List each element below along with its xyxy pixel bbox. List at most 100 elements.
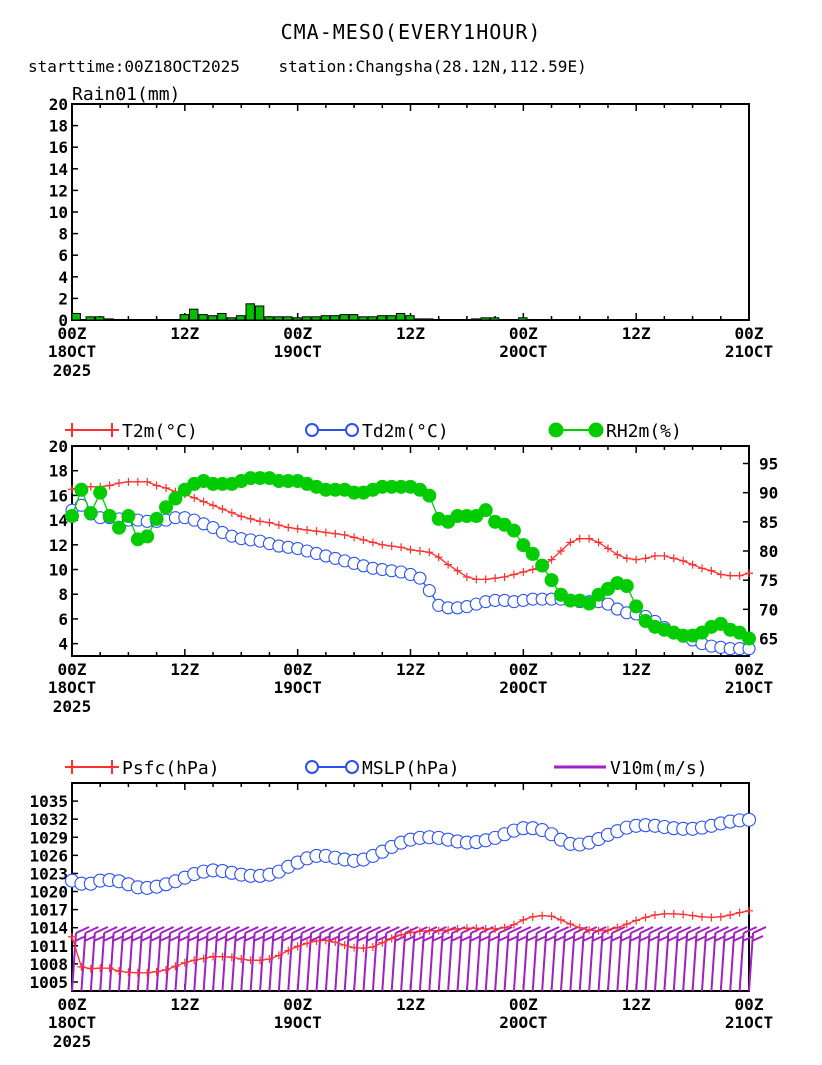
- t2m-point: [697, 564, 706, 573]
- psfc-point: [274, 951, 283, 960]
- psfc-point: [500, 923, 509, 932]
- x-tick-date: 18OCT: [48, 678, 96, 697]
- wind-barb-staff: [503, 932, 510, 992]
- t2m-point: [585, 534, 594, 543]
- wind-barb-staff: [287, 932, 294, 992]
- x-tick-date: 20OCT: [499, 678, 547, 697]
- t2m-point: [641, 554, 650, 563]
- x-tick-label: 00Z18OCT2025: [48, 995, 96, 1051]
- psfc-point: [444, 926, 453, 935]
- psfc-point: [256, 956, 265, 965]
- subtitle-start-time: starttime:00Z18OCT2025: [28, 57, 240, 76]
- psfc-point: [745, 906, 753, 915]
- wind-barb-feather: [620, 926, 635, 934]
- wind-barb-feather: [743, 926, 758, 934]
- t2m-point: [481, 575, 490, 584]
- wind-barb-feather: [244, 926, 259, 934]
- wind-barb-feather: [103, 926, 118, 934]
- wind-barb-staff: [531, 932, 538, 992]
- y2-tick-label: 90: [759, 484, 778, 503]
- x-tick-label: 12Z: [170, 324, 199, 343]
- t2m-point: [359, 535, 368, 544]
- y-tick-label: 1026: [29, 846, 68, 865]
- t2m-point: [472, 575, 481, 584]
- wind-barb-staff: [672, 932, 679, 992]
- psfc-point: [77, 962, 86, 971]
- legend-marker: [305, 423, 319, 437]
- psfc-point: [303, 939, 312, 948]
- rain-bar: [414, 318, 425, 321]
- legend-label: Td2m(°C): [362, 421, 449, 442]
- t2m-point: [284, 523, 293, 532]
- wind-barb-feather: [207, 926, 222, 934]
- psfc-point: [209, 952, 218, 961]
- legend-item: MSLP(hPa): [305, 758, 460, 779]
- rh2m-point: [159, 500, 174, 515]
- rain-bar: [273, 316, 284, 321]
- t2m-point: [669, 554, 678, 563]
- wind-barb-staff: [447, 932, 454, 992]
- psfc-point: [331, 938, 340, 947]
- x-tick-hour: 12Z: [396, 324, 425, 343]
- t2m-point: [368, 538, 377, 547]
- wind-barb-staff: [625, 932, 632, 992]
- t2m-point: [679, 556, 688, 565]
- x-tick-hour: 12Z: [622, 995, 651, 1014]
- t2m-point: [716, 570, 725, 579]
- wind-barb-staff: [99, 932, 106, 992]
- wind-barb-staff: [550, 932, 557, 992]
- x-tick-hour: 00Z: [283, 995, 312, 1014]
- wind-barb-staff: [240, 932, 247, 992]
- rh2m-point: [506, 523, 521, 538]
- y-tick-label: 1011: [29, 937, 68, 956]
- x-tick-hour: 00Z: [509, 660, 538, 679]
- psfc-point: [237, 955, 246, 964]
- y-tick-label: 10: [49, 203, 68, 222]
- t2m-point: [632, 555, 641, 564]
- wind-barb-staff: [371, 932, 378, 992]
- legend-item: Td2m(°C): [305, 421, 449, 442]
- t2m-point: [434, 553, 443, 562]
- wind-barb-feather: [751, 935, 764, 942]
- y-tick-label: 1029: [29, 828, 68, 847]
- t2m-point: [340, 530, 349, 539]
- psfc-point: [679, 910, 688, 919]
- wind-barb-staff: [653, 932, 660, 992]
- y-tick-label: 1008: [29, 955, 68, 974]
- rain-bar: [330, 315, 340, 321]
- y-tick-label: 4: [58, 635, 68, 654]
- rain-bar: [245, 303, 255, 321]
- wind-barb-feather: [696, 926, 711, 934]
- psfc-point: [538, 911, 547, 920]
- rh2m-point: [102, 509, 117, 523]
- wind-barb-feather: [630, 926, 645, 934]
- rain-bar: [489, 317, 500, 321]
- plot-frame: [71, 103, 750, 321]
- psfc-point: [509, 920, 518, 929]
- x-tick-hour: 12Z: [396, 995, 425, 1014]
- psfc-point: [528, 912, 537, 921]
- wind-barb-staff: [296, 932, 303, 992]
- wind-barb-feather: [84, 926, 99, 934]
- wind-barb-staff: [362, 932, 369, 992]
- x-tick-hour: 00Z: [509, 324, 538, 343]
- t2m-point: [227, 508, 236, 517]
- wind-barb-staff: [230, 932, 237, 992]
- rh2m-point: [74, 482, 89, 497]
- y-tick-label: 12: [49, 536, 68, 555]
- t2m-point: [115, 479, 124, 488]
- wind-barb-feather: [75, 926, 90, 934]
- t2m-point: [613, 550, 622, 559]
- x-tick-hour: 00Z: [735, 660, 764, 679]
- psfc-point: [115, 967, 124, 976]
- t2m-point: [603, 544, 612, 553]
- rh2m-point: [525, 546, 540, 561]
- rh2m-point: [168, 491, 183, 506]
- psfc-point: [622, 920, 631, 929]
